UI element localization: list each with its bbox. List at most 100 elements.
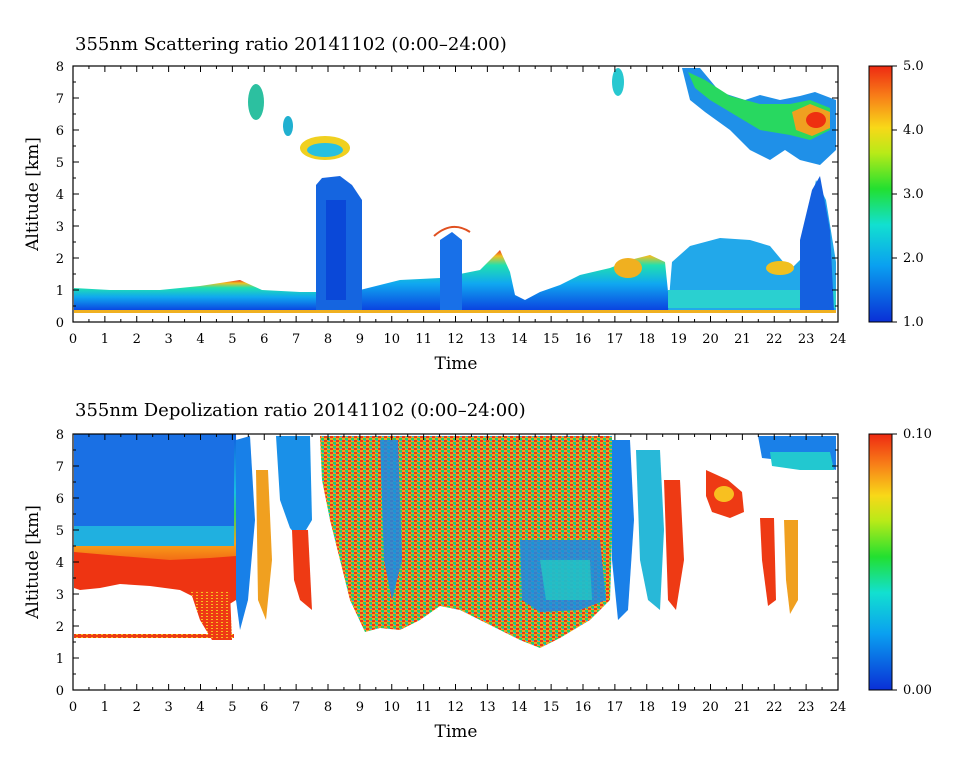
aerosol-layer-base xyxy=(668,290,836,308)
surface-line xyxy=(74,310,836,313)
y-tick-label: 7 xyxy=(56,460,64,475)
x-tick-label: 15 xyxy=(543,700,560,715)
depolarization-ratio-panel: 355nm Depolization ratio 20141102 (0:00–… xyxy=(23,400,932,742)
cloud-column xyxy=(800,176,834,311)
x-tick-label: 9 xyxy=(356,700,364,715)
y-tick-label: 5 xyxy=(56,156,64,171)
colorbar-ticks: 1.0 2.0 3.0 4.0 5.0 xyxy=(892,59,924,330)
x-tick-label: 10 xyxy=(383,332,400,347)
y-axis-label: Altitude [km] xyxy=(23,137,43,252)
x-tick-label: 10 xyxy=(383,700,400,715)
x-tick-label: 23 xyxy=(798,700,815,715)
surface-speckle xyxy=(74,634,234,638)
y-tick-label: 7 xyxy=(56,92,64,107)
x-tick-label: 6 xyxy=(260,700,268,715)
x-axis: 0 1 2 3 4 5 6 7 8 9 10 11 12 13 14 15 16 17 18 19 20 21 22 23 24 xyxy=(69,66,846,347)
y-tick-label: 8 xyxy=(56,60,64,75)
x-tick-label: 24 xyxy=(830,700,847,715)
x-tick-label: 0 xyxy=(69,332,77,347)
x-tick-label: 2 xyxy=(133,700,141,715)
heatmap-field xyxy=(74,434,836,648)
cloud-patch xyxy=(283,116,293,136)
colorbar-tick-label: 4.0 xyxy=(903,123,924,138)
x-tick-label: 1 xyxy=(101,332,109,347)
x-tick-label: 6 xyxy=(260,332,268,347)
cloud-patch xyxy=(307,143,343,157)
boundary-layer-region xyxy=(360,250,670,311)
x-tick-label: 4 xyxy=(196,332,204,347)
cloud-column xyxy=(636,450,664,610)
y-axis: 0 1 2 3 4 5 6 7 8 xyxy=(56,60,838,331)
colorbar-tick-label: 1.0 xyxy=(903,315,924,330)
mixed-depol-blue xyxy=(380,440,402,600)
y-tick-label: 4 xyxy=(56,556,64,571)
high-depol-scatter xyxy=(190,590,232,640)
y-tick-label: 3 xyxy=(56,588,64,603)
mixed-depol-cyan xyxy=(540,560,592,600)
x-tick-label: 14 xyxy=(511,700,528,715)
high-depol-patch-core xyxy=(714,486,734,502)
cloud-column xyxy=(612,440,634,620)
x-tick-label: 3 xyxy=(164,332,172,347)
colorbar-tick-label: 3.0 xyxy=(903,187,924,202)
colorbar xyxy=(868,65,893,323)
cloud-column xyxy=(292,530,312,610)
cloud-column xyxy=(760,518,776,606)
y-tick-label: 1 xyxy=(56,284,64,299)
y-tick-label: 4 xyxy=(56,188,64,203)
colorbar xyxy=(868,433,893,691)
x-tick-label: 11 xyxy=(415,700,432,715)
x-axis-label: Time xyxy=(435,722,478,742)
cloud-top xyxy=(433,225,471,237)
y-tick-label: 1 xyxy=(56,652,64,667)
x-tick-label: 11 xyxy=(415,332,432,347)
y-tick-label: 2 xyxy=(56,620,64,635)
panel-title: 355nm Depolization ratio 20141102 (0:00–… xyxy=(75,400,526,421)
cloud-column xyxy=(276,436,312,540)
boundary-layer-region xyxy=(74,280,318,311)
x-tick-label: 4 xyxy=(196,700,204,715)
cirrus-core-peak xyxy=(806,112,826,128)
y-tick-label: 6 xyxy=(56,492,64,507)
low-depol-core xyxy=(74,434,234,526)
cloud-column xyxy=(664,480,684,610)
x-tick-label: 13 xyxy=(479,332,496,347)
y-axis: 0 1 2 3 4 5 6 7 8 xyxy=(56,428,838,699)
low-depol-band xyxy=(74,526,234,546)
x-tick-label: 12 xyxy=(447,700,464,715)
x-tick-label: 23 xyxy=(798,332,815,347)
x-tick-label: 20 xyxy=(702,332,719,347)
colorbar-tick-label: 0.10 xyxy=(903,427,932,442)
colorbar-tick-label: 0.00 xyxy=(903,683,932,698)
x-tick-label: 15 xyxy=(543,332,560,347)
x-tick-label: 14 xyxy=(511,332,528,347)
y-axis-label: Altitude [km] xyxy=(23,505,43,620)
x-tick-label: 17 xyxy=(607,700,624,715)
x-tick-label: 16 xyxy=(575,700,592,715)
x-tick-label: 24 xyxy=(830,332,847,347)
x-axis-label: Time xyxy=(435,354,478,374)
x-tick-label: 8 xyxy=(324,700,332,715)
x-tick-label: 5 xyxy=(228,700,236,715)
cloud-column xyxy=(440,232,462,311)
x-tick-label: 19 xyxy=(670,332,687,347)
x-tick-label: 16 xyxy=(575,332,592,347)
x-tick-label: 9 xyxy=(356,332,364,347)
cloud-patch xyxy=(612,68,624,96)
x-tick-label: 19 xyxy=(670,700,687,715)
y-tick-label: 5 xyxy=(56,524,64,539)
cloud-column xyxy=(784,520,798,614)
x-tick-label: 22 xyxy=(766,700,783,715)
cloud-patch xyxy=(766,261,794,275)
colorbar-ticks: 0.00 0.10 xyxy=(892,427,932,698)
x-tick-label: 3 xyxy=(164,700,172,715)
x-tick-label: 17 xyxy=(607,332,624,347)
x-tick-label: 18 xyxy=(638,700,655,715)
x-tick-label: 18 xyxy=(638,332,655,347)
x-tick-label: 22 xyxy=(766,332,783,347)
x-tick-label: 2 xyxy=(133,332,141,347)
x-tick-label: 1 xyxy=(101,700,109,715)
y-tick-label: 0 xyxy=(56,684,64,699)
x-axis: 0 1 2 3 4 5 6 7 8 9 10 11 12 13 14 15 16 17 18 19 20 21 22 23 24 xyxy=(69,434,846,715)
